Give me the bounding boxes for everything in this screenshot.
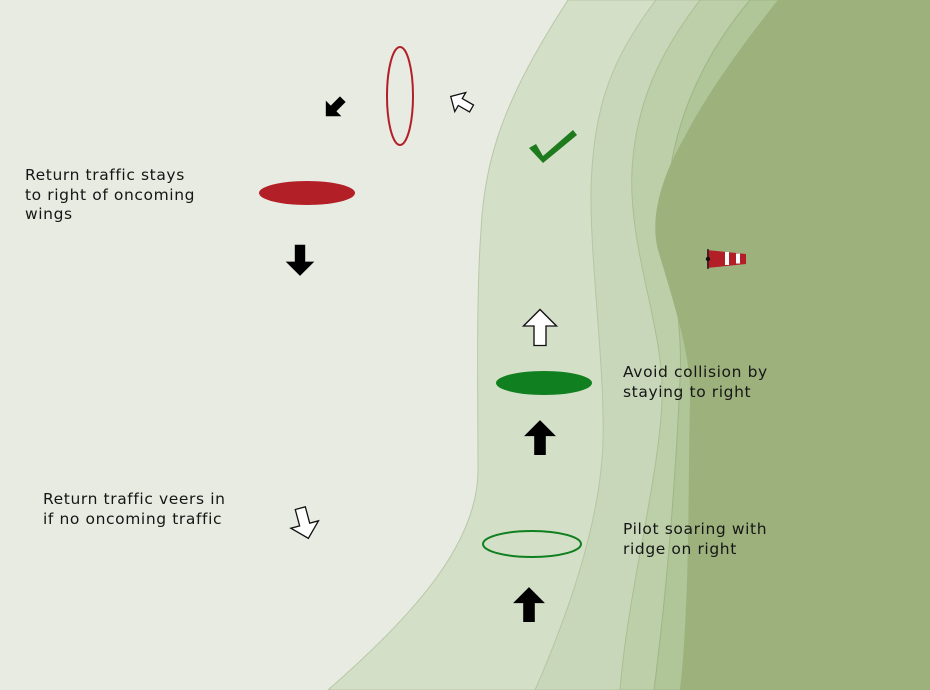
arrow-solid-icon	[513, 587, 545, 622]
soaring-wing-yielding	[496, 371, 592, 395]
label-return-traffic-stays-right: Return traffic stays to right of oncomin…	[25, 166, 196, 223]
windsock-icon	[705, 249, 746, 269]
label-return-traffic-veers-in: Return traffic veers in if no oncoming t…	[43, 490, 226, 528]
label-avoid-collision: Avoid collision by staying to right	[623, 363, 768, 401]
soaring-wing	[482, 530, 582, 558]
return-wing	[259, 181, 355, 205]
return-wing-banking	[386, 46, 414, 146]
ridge	[655, 0, 930, 690]
arrow-solid-icon	[325, 96, 346, 117]
arrow-solid-icon	[285, 244, 315, 276]
arrow-outline-icon	[521, 308, 559, 347]
label-pilot-soaring: Pilot soaring with ridge on right	[623, 520, 768, 558]
arrow-outline-icon	[289, 506, 320, 540]
arrow-solid-icon	[524, 420, 556, 455]
arrow-outline-icon	[449, 91, 475, 114]
check-icon	[529, 130, 577, 163]
